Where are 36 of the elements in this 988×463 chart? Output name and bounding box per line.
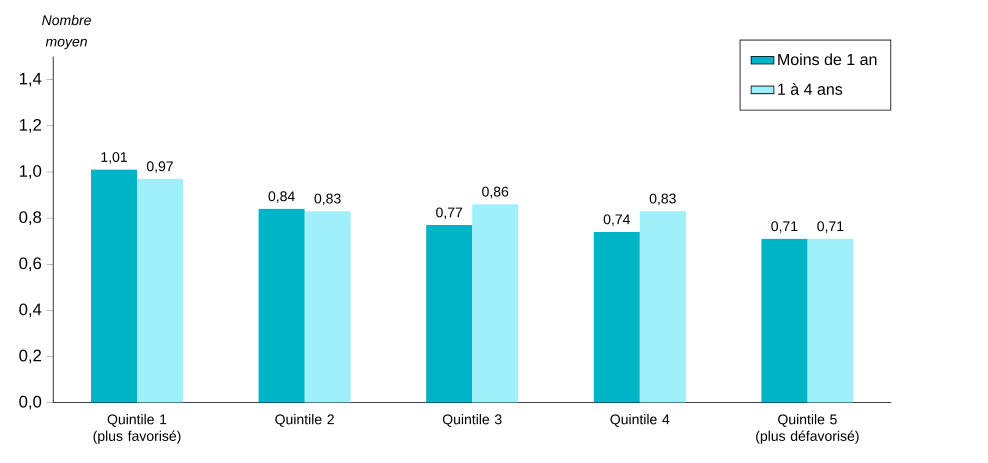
bar: [761, 239, 808, 403]
data-label: 0,71: [771, 221, 798, 234]
x-tick-label: Quintile 1 (plus favorisé): [94, 414, 180, 444]
y-axis-title: Nombre moyen: [42, 15, 91, 50]
y-tick-label: 0,2: [19, 350, 41, 364]
data-label: 0,97: [146, 161, 173, 174]
data-label: 0,77: [436, 208, 462, 220]
bar: [137, 179, 184, 403]
data-label: 1,01: [101, 152, 127, 164]
data-label: 0,83: [314, 194, 341, 206]
y-tick-label: 0,6: [19, 258, 42, 272]
x-tick-label: Quintile 5 (plus défavorisé): [756, 414, 859, 444]
data-label: 0,84: [268, 191, 295, 204]
x-tick-label: Quintile 3: [442, 414, 502, 427]
y-tick-label: 1,0: [20, 165, 42, 180]
data-label: 0,86: [482, 186, 508, 198]
bar: [640, 211, 686, 403]
y-tick-label: 0,0: [19, 396, 42, 410]
y-tick-label: 1,2: [20, 119, 41, 133]
bar: [91, 170, 138, 403]
bar: [258, 209, 305, 403]
legend-label: 1 à 4 ans: [778, 83, 842, 96]
y-tick-label: 1,4: [20, 73, 42, 87]
x-tick-label: Quintile 2: [275, 414, 334, 427]
bar: [304, 211, 351, 403]
data-label: 0,83: [650, 194, 676, 206]
bar: [472, 204, 518, 403]
bar: [426, 225, 472, 403]
x-tick-label: Quintile 4: [610, 414, 670, 427]
bar: [807, 239, 854, 403]
legend-label: Moins de 1 an: [778, 54, 876, 66]
data-label: 0,74: [604, 214, 630, 226]
bar: [594, 232, 640, 403]
y-tick-label: 0,8: [19, 211, 42, 226]
y-tick-label: 0,4: [19, 304, 42, 318]
data-label: 0,71: [817, 221, 844, 234]
